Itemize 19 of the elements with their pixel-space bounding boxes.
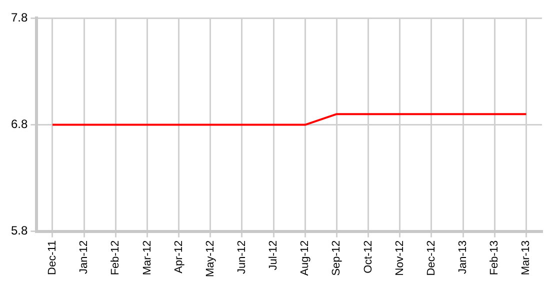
x-tick-label: Dec-11	[46, 240, 59, 275]
x-tick-label: May-12	[204, 240, 216, 278]
x-tick-label: Dec-12	[425, 240, 438, 276]
x-tick-label: Feb-12	[110, 240, 122, 276]
x-tick-label: Nov-12	[394, 240, 406, 276]
x-tick-label: Mar-13	[520, 240, 532, 276]
x-tick-label: Mar-12	[141, 240, 154, 276]
x-tick-label: Oct-12	[362, 240, 374, 274]
x-tick-label: Jul-12	[268, 240, 280, 270]
x-tick-label: Jun-12	[236, 240, 248, 274]
x-tick-label: Sep-12	[330, 240, 343, 276]
x-tick-label: Jan-13	[457, 240, 470, 274]
x-tick-label: Apr-12	[172, 240, 185, 274]
y-tick-label: 5.8	[10, 224, 28, 238]
y-tick-label: 6.8	[10, 117, 28, 132]
y-tick-label: 7.8	[10, 10, 28, 25]
x-tick-label: Jan-12	[78, 240, 90, 274]
x-tick-label: Feb-13	[488, 240, 501, 276]
x-tick-label: Aug-12	[299, 240, 312, 276]
